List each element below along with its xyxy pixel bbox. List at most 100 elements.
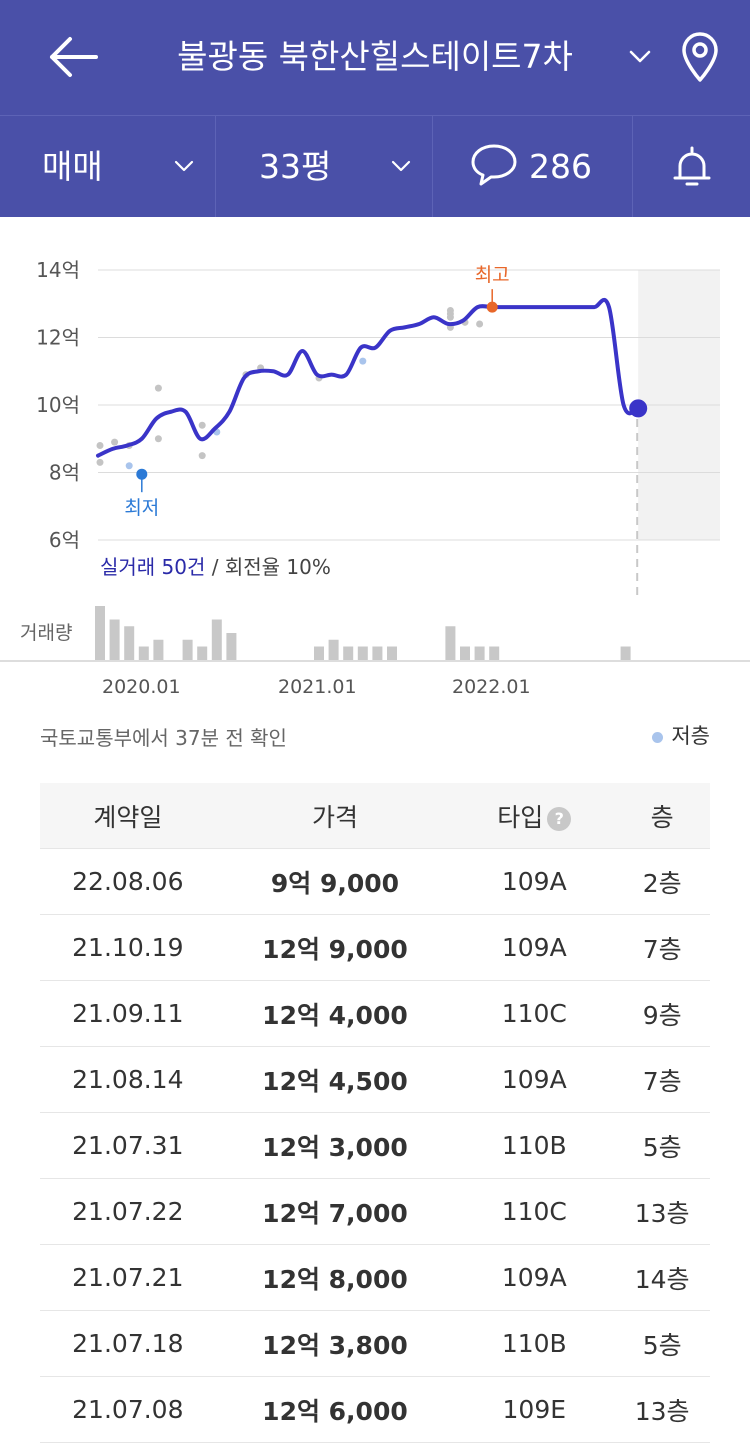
help-icon[interactable]: ? bbox=[547, 806, 572, 831]
chevron-down-icon[interactable] bbox=[620, 36, 660, 76]
row-type: 110B bbox=[454, 1112, 615, 1179]
y-tick-label: 8억 bbox=[49, 461, 80, 485]
chevron-down-icon bbox=[391, 160, 411, 172]
trade-type-select[interactable]: 매매 bbox=[0, 116, 215, 217]
table-row[interactable]: 21.07.21 12억 8,000 109A 14층 bbox=[40, 1244, 710, 1311]
col-price-header: 가격 bbox=[215, 783, 455, 849]
row-type: 110B bbox=[454, 1310, 615, 1377]
row-date: 21.07.08 bbox=[40, 1376, 216, 1443]
volume-bar bbox=[489, 646, 500, 660]
location-pin-icon[interactable] bbox=[676, 28, 724, 84]
row-floor: 2층 bbox=[614, 848, 710, 915]
row-price: 12억 8,000 bbox=[215, 1244, 455, 1311]
volume-bar bbox=[95, 606, 105, 660]
back-arrow-icon[interactable] bbox=[44, 30, 104, 84]
trade-summary: 실거래 50건 / 회전율 10% bbox=[100, 555, 331, 579]
row-floor: 13층 bbox=[614, 1376, 710, 1443]
row-price: 12억 9,000 bbox=[215, 914, 455, 981]
row-price: 12억 4,500 bbox=[215, 1046, 455, 1113]
low-label: 최저 bbox=[124, 497, 159, 519]
x-tick-label: 2022.01 bbox=[452, 676, 531, 698]
table-row[interactable]: 21.07.08 12억 6,000 109E 13층 bbox=[40, 1376, 710, 1443]
row-date: 22.08.06 bbox=[40, 848, 216, 915]
low-floor-transaction-dot bbox=[125, 462, 133, 470]
bell-icon bbox=[673, 146, 711, 186]
row-date: 21.07.22 bbox=[40, 1178, 216, 1245]
table-row[interactable]: 21.07.31 12억 3,000 110B 5층 bbox=[40, 1112, 710, 1179]
alert-button[interactable] bbox=[632, 116, 750, 217]
row-floor: 9층 bbox=[614, 980, 710, 1047]
table-row[interactable]: 22.08.06 9억 9,000 109A 2층 bbox=[40, 848, 710, 915]
volume-bar bbox=[109, 619, 120, 660]
high-label: 최고 bbox=[475, 264, 510, 286]
volume-bar bbox=[460, 646, 470, 660]
chevron-down-icon bbox=[174, 160, 194, 172]
high-marker bbox=[486, 301, 498, 313]
transaction-dot bbox=[154, 384, 162, 392]
trade-count: 실거래 50건 bbox=[100, 555, 205, 579]
table-row[interactable]: 21.10.19 12억 9,000 109A 7층 bbox=[40, 914, 710, 981]
volume-bar bbox=[124, 626, 135, 660]
row-floor: 14층 bbox=[614, 1244, 710, 1311]
row-date: 21.10.19 bbox=[40, 914, 216, 981]
size-label: 33평 bbox=[259, 147, 332, 186]
transaction-table: 계약일 가격 타입? 층 22.08.06 9억 9,000 109A 2층 21.10… bbox=[40, 783, 710, 1443]
row-type: 109A bbox=[454, 848, 615, 915]
price-trend-line bbox=[96, 297, 641, 458]
transaction-dot bbox=[154, 435, 162, 443]
low-floor-transaction-dot bbox=[359, 357, 367, 365]
latest-price-marker bbox=[629, 399, 648, 418]
table-row[interactable]: 21.07.18 12억 3,800 110B 5층 bbox=[40, 1310, 710, 1377]
row-floor: 5층 bbox=[614, 1310, 710, 1377]
row-type: 110C bbox=[454, 1178, 615, 1245]
row-date: 21.07.18 bbox=[40, 1310, 216, 1377]
transaction-dot bbox=[476, 320, 484, 328]
table-row[interactable]: 21.09.11 12억 4,000 110C 9층 bbox=[40, 980, 710, 1047]
volume-bar bbox=[153, 639, 164, 660]
volume-bar bbox=[372, 646, 383, 660]
volume-bar bbox=[182, 639, 193, 660]
row-price: 12억 3,000 bbox=[215, 1112, 455, 1179]
volume-bar bbox=[357, 646, 368, 660]
volume-bar bbox=[314, 646, 324, 660]
volume-bar bbox=[211, 619, 222, 660]
complex-title[interactable]: 불광동 북한산힐스테이트7차 bbox=[177, 37, 573, 76]
low-floor-label: 저층 bbox=[671, 724, 710, 748]
turnover-rate: / 회전율 10% bbox=[205, 555, 330, 579]
comments-button[interactable]: 286 bbox=[432, 116, 633, 217]
row-price: 12억 7,000 bbox=[215, 1178, 455, 1245]
transaction-dot bbox=[446, 307, 454, 314]
speech-bubble-icon bbox=[471, 144, 517, 186]
row-price: 12억 3,800 bbox=[215, 1310, 455, 1377]
trade-type-label: 매매 bbox=[42, 147, 103, 186]
comment-count: 286 bbox=[529, 147, 592, 186]
row-floor: 7층 bbox=[614, 1046, 710, 1113]
row-price: 12억 4,000 bbox=[215, 980, 455, 1047]
chart-divider bbox=[0, 660, 750, 662]
volume-bar bbox=[343, 646, 354, 660]
volume-bar bbox=[328, 639, 339, 660]
row-type: 110C bbox=[454, 980, 615, 1047]
row-type: 109A bbox=[454, 1046, 615, 1113]
top-bar: 불광동 북한산힐스테이트7차 bbox=[0, 0, 750, 115]
transaction-dot bbox=[96, 442, 104, 449]
volume-bar bbox=[197, 646, 208, 660]
transaction-dot bbox=[198, 421, 206, 429]
row-floor: 7층 bbox=[614, 914, 710, 981]
col-type-label: 타입 bbox=[497, 802, 544, 832]
y-tick-label: 12억 bbox=[36, 326, 80, 350]
row-type: 109A bbox=[454, 1244, 615, 1311]
price-chart[interactable]: 14억 12억 10억 8억 6억 최고 최저 실거래 50건 / 회전율 10% 거래량 bbox=[0, 216, 750, 660]
volume-label: 거래량 bbox=[20, 622, 72, 644]
row-date: 21.08.14 bbox=[40, 1046, 216, 1113]
filter-bar: 매매 33평 286 bbox=[0, 115, 750, 217]
table-row[interactable]: 21.08.14 12억 4,500 109A 7층 bbox=[40, 1046, 710, 1113]
x-tick-label: 2021.01 bbox=[278, 676, 357, 698]
volume-bar bbox=[474, 646, 485, 660]
source-note: 국토교통부에서 37분 전 확인 bbox=[40, 726, 287, 750]
table-row[interactable]: 21.07.22 12억 7,000 110C 13층 bbox=[40, 1178, 710, 1245]
x-tick-label: 2020.01 bbox=[102, 676, 181, 698]
transaction-dot bbox=[198, 452, 206, 460]
size-select[interactable]: 33평 bbox=[215, 116, 433, 217]
